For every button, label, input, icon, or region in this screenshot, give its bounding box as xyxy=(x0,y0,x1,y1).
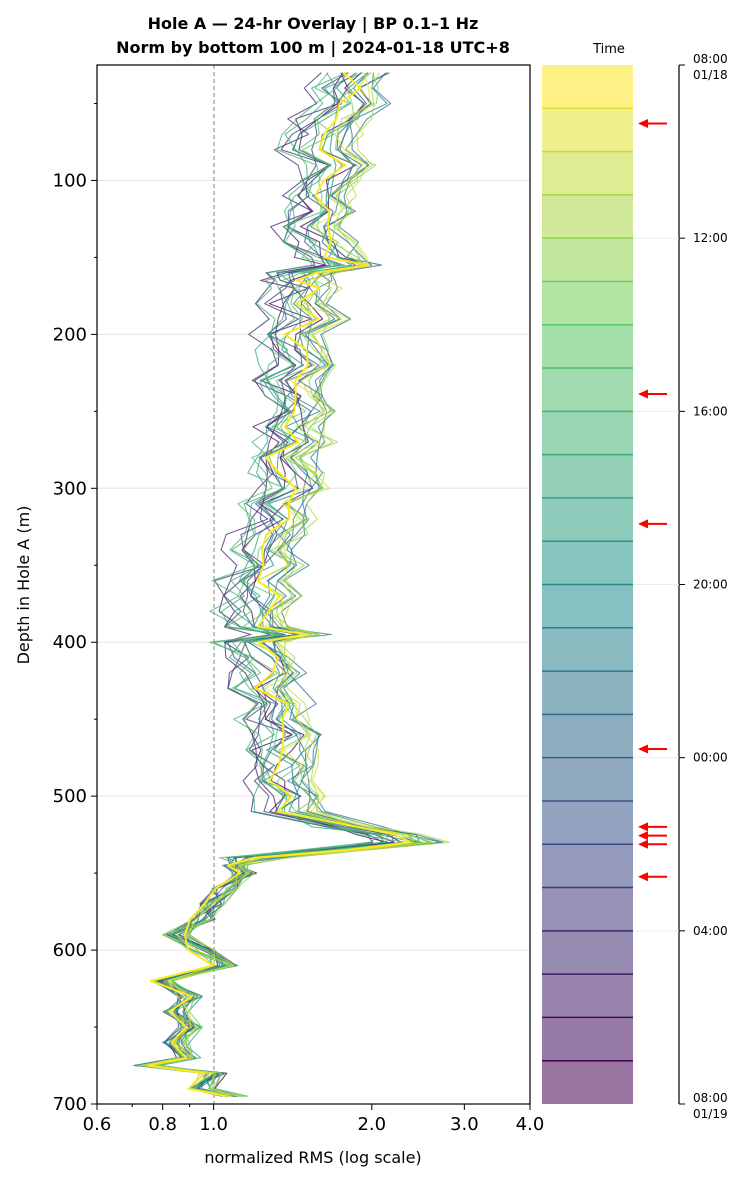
event-arrow-head xyxy=(638,519,648,529)
colorbar-bin xyxy=(542,281,633,325)
time-tick-label: 16:00 xyxy=(693,404,728,418)
x-tick-label: 4.0 xyxy=(516,1114,545,1135)
event-arrow xyxy=(638,389,667,399)
y-tick-label: 700 xyxy=(53,1094,87,1115)
time-tick-label: 00:00 xyxy=(693,751,728,765)
x-tick-label: 1.0 xyxy=(199,1114,228,1135)
event-arrow-head xyxy=(638,118,648,128)
x-tick-label: 3.0 xyxy=(450,1114,479,1135)
event-arrow xyxy=(638,831,667,841)
event-arrow xyxy=(638,744,667,754)
colorbar-bin xyxy=(542,238,633,282)
colorbar-label: Time xyxy=(592,42,625,57)
colorbar xyxy=(542,65,633,1104)
trace-line xyxy=(145,72,415,1097)
colorbar-bin xyxy=(542,151,633,195)
time-end-label-time: 08:00 xyxy=(693,1091,728,1105)
time-end-label-date: 01/19 xyxy=(693,1107,728,1121)
event-arrow-head xyxy=(638,831,648,841)
colorbar-bin xyxy=(542,887,633,931)
colorbar-bin xyxy=(542,497,633,542)
y-tick-label: 300 xyxy=(53,478,87,499)
colorbar-bin xyxy=(542,1017,633,1061)
event-arrow xyxy=(638,519,667,529)
time-axis-ticks: 12:00 16:00 20:00 00:00 04:00 xyxy=(633,64,728,1105)
x-tick-label: 2.0 xyxy=(357,1114,386,1135)
colorbar-bin xyxy=(542,930,633,975)
x-tick-label: 0.8 xyxy=(148,1114,177,1135)
y-axis-ticks: 100 200 300 400 500 600 700 xyxy=(53,102,97,1115)
trace-line xyxy=(133,72,402,1097)
colorbar-bin xyxy=(542,454,633,498)
event-arrow xyxy=(638,822,667,832)
colorbar-bin xyxy=(542,65,633,109)
colorbar-bin xyxy=(542,974,633,1018)
colorbar-bin xyxy=(542,714,633,758)
time-start-label-time: 08:00 xyxy=(693,52,728,66)
main-plot: 0.6 0.8 1.0 2.0 3.0 4.0 100 200 300 400 500 600 700 xyxy=(53,64,545,1135)
colorbar-bin xyxy=(542,800,633,845)
trace-line xyxy=(152,72,434,1097)
x-tick-label: 0.6 xyxy=(83,1114,112,1135)
y-tick-label: 600 xyxy=(53,940,87,961)
time-start-label-date: 01/18 xyxy=(693,68,728,82)
colorbar-bin xyxy=(542,194,633,239)
trace-line xyxy=(133,72,383,1097)
x-axis-ticks: 0.6 0.8 1.0 2.0 3.0 4.0 xyxy=(83,1104,545,1135)
event-arrows xyxy=(638,118,667,882)
event-arrow xyxy=(638,118,667,128)
colorbar-bin xyxy=(542,757,633,801)
event-arrow xyxy=(638,872,667,882)
y-tick-label: 100 xyxy=(53,170,87,191)
colorbar-bin xyxy=(542,844,633,888)
trace-line xyxy=(147,71,412,1098)
y-axis-label: Depth in Hole A (m) xyxy=(14,506,33,665)
x-axis-label: normalized RMS (log scale) xyxy=(204,1148,421,1167)
time-tick-label: 20:00 xyxy=(693,578,728,592)
event-arrow xyxy=(638,839,667,849)
event-arrow-head xyxy=(638,839,648,849)
event-arrow-head xyxy=(638,389,648,399)
colorbar-bin xyxy=(542,1060,633,1104)
event-arrow-head xyxy=(638,872,648,882)
y-tick-label: 200 xyxy=(53,324,87,345)
colorbar-bin xyxy=(542,671,633,715)
time-tick-label: 12:00 xyxy=(693,231,728,245)
plot-frame xyxy=(96,64,531,1105)
time-tick-label: 04:00 xyxy=(693,924,728,938)
colorbar-bin xyxy=(542,541,633,585)
trace-group xyxy=(133,71,450,1098)
event-arrow-head xyxy=(638,744,648,754)
trace-line xyxy=(146,72,384,1097)
colorbar-bin xyxy=(542,324,633,369)
horizontal-grid xyxy=(97,179,530,1105)
colorbar-bin xyxy=(542,368,633,412)
colorbar-bin xyxy=(542,584,633,628)
event-arrow-head xyxy=(638,822,648,832)
colorbar-bin xyxy=(542,108,633,152)
y-tick-label: 400 xyxy=(53,632,87,653)
y-tick-label: 500 xyxy=(53,786,87,807)
chart-title-line2: Norm by bottom 100 m | 2024-01-18 UTC+8 xyxy=(116,38,510,58)
colorbar-bin xyxy=(542,411,633,455)
colorbar-bin xyxy=(542,627,633,672)
chart-title-line1: Hole A — 24-hr Overlay | BP 0.1–1 Hz xyxy=(148,14,479,34)
